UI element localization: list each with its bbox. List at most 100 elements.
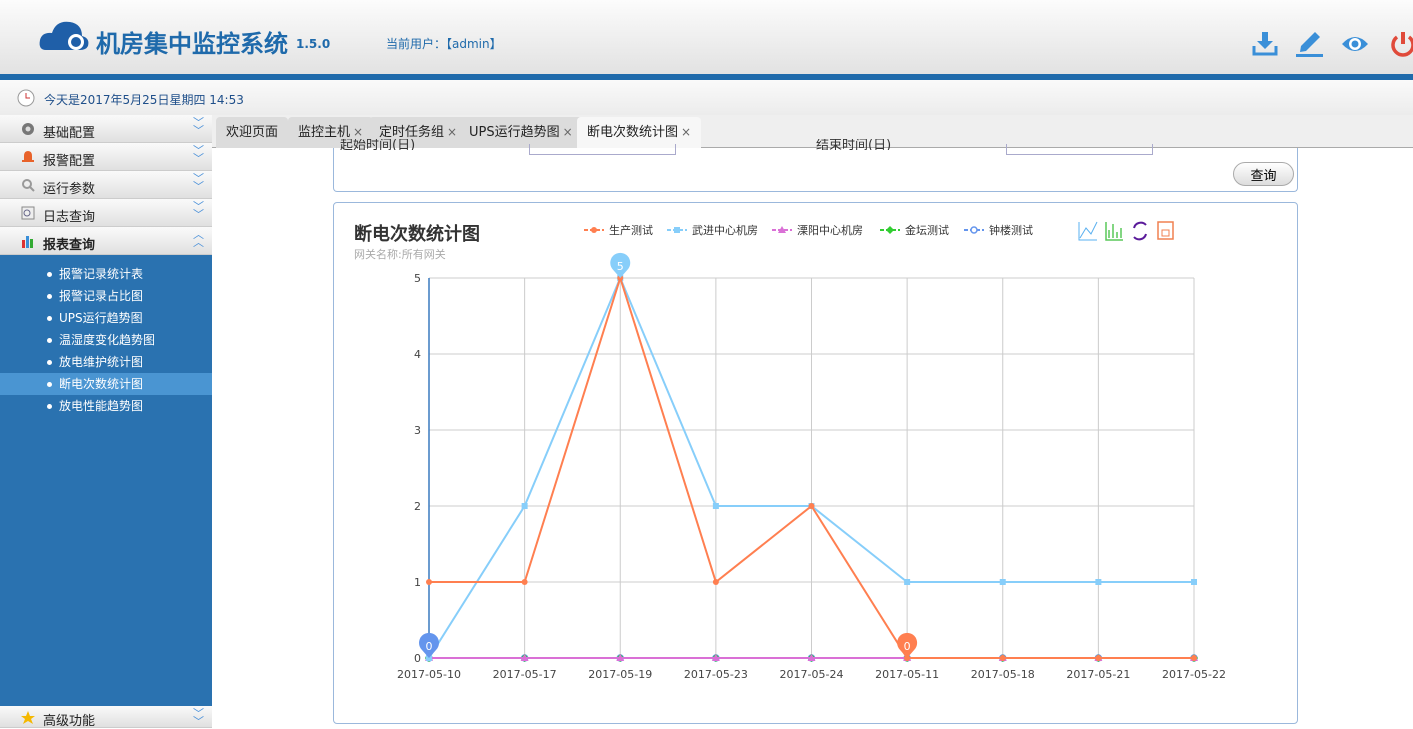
- sidebar: 基础配置 ﹀ ﹀ 报警配置 ﹀ ﹀ 运行参数 ﹀ ﹀ 日志查询 ﹀ ﹀ 报表查询 ︿ ︿ 报警记录统…: [0, 115, 212, 729]
- x-tick-label: 2017-05-24: [780, 668, 844, 681]
- tab-monitor-host[interactable]: 监控主机 ×: [288, 117, 374, 148]
- legend-marker: [970, 226, 978, 234]
- gear-icon: [22, 123, 34, 135]
- data-point: [712, 579, 719, 585]
- tab-scheduled-tasks[interactable]: 定时任务组 ×: [369, 117, 468, 148]
- download-icon[interactable]: [1251, 30, 1279, 58]
- mark-point-label: 0: [426, 640, 433, 653]
- chevron-down-icon: ﹀ ﹀: [193, 172, 204, 193]
- start-date-input[interactable]: [529, 144, 676, 155]
- cloud-logo-icon: [39, 21, 89, 50]
- save-icon[interactable]: [1157, 221, 1174, 240]
- submenu-item[interactable]: 放电维护统计图: [0, 351, 212, 373]
- query-button[interactable]: 查询: [1233, 162, 1294, 186]
- submenu-item[interactable]: 报警记录占比图: [0, 285, 212, 307]
- line-chart-icon[interactable]: [1078, 221, 1098, 241]
- legend-marker: [591, 227, 597, 233]
- tab-ups-trend[interactable]: UPS运行趋势图 ×: [459, 117, 583, 148]
- chart-title: 断电次数统计图: [354, 223, 480, 245]
- refresh-icon[interactable]: [1133, 221, 1147, 241]
- menu-advanced[interactable]: 高级功能 ﹀ ﹀: [0, 706, 212, 729]
- submenu-item[interactable]: 放电性能趋势图: [0, 395, 212, 417]
- tab-label: 定时任务组: [379, 125, 445, 140]
- menu-label: 运行参数: [43, 182, 96, 197]
- data-point: [1095, 579, 1102, 585]
- x-tick-label: 2017-05-11: [875, 668, 939, 681]
- close-icon[interactable]: ×: [681, 125, 692, 139]
- submenu-item-active[interactable]: 断电次数统计图: [0, 373, 212, 395]
- menu-basic-config[interactable]: 基础配置 ﹀ ﹀: [0, 115, 212, 143]
- data-point: [712, 503, 719, 509]
- menu-report-query[interactable]: 报表查询 ︿ ︿: [0, 227, 212, 255]
- legend-marker: [674, 227, 680, 233]
- legend-label: 金坛测试: [905, 223, 949, 237]
- app-version: 1.5.0: [296, 37, 331, 51]
- y-tick-label: 4: [414, 348, 421, 361]
- menu-run-params[interactable]: 运行参数 ﹀ ﹀: [0, 171, 212, 199]
- data-point: [711, 654, 720, 661]
- submenu-item[interactable]: UPS运行趋势图: [0, 307, 212, 329]
- header-divider: [0, 74, 1413, 80]
- x-tick-label: 2017-05-22: [1162, 668, 1226, 681]
- y-tick-label: 0: [414, 652, 421, 665]
- tab-outage-stats[interactable]: 断电次数统计图 ×: [577, 117, 702, 148]
- menu-log-query[interactable]: 日志查询 ﹀ ﹀: [0, 199, 212, 227]
- current-user: 当前用户：【admin】: [386, 37, 502, 51]
- y-tick-label: 2: [414, 500, 421, 513]
- close-icon[interactable]: ×: [562, 125, 573, 139]
- x-tick-label: 2017-05-18: [971, 668, 1035, 681]
- menu-alarm-config[interactable]: 报警配置 ﹀ ﹀: [0, 143, 212, 171]
- clock-icon: [17, 89, 35, 107]
- date-bar: 今天是2017年5月25日星期四 14:53: [0, 80, 1413, 115]
- menu-label: 报警配置: [43, 154, 96, 169]
- tab-bar: 欢迎页面 监控主机 × 定时任务组 × UPS运行趋势图 × 断电次数统计图 ×: [212, 115, 1413, 148]
- app-title: 机房集中监控系统: [96, 30, 288, 58]
- legend-marker: [778, 226, 786, 233]
- data-point: [521, 503, 528, 509]
- legend-label: 溧阳中心机房: [797, 223, 863, 237]
- legend-label: 武进中心机房: [692, 223, 758, 237]
- bell-icon: [22, 151, 34, 162]
- close-icon[interactable]: ×: [353, 125, 364, 139]
- mark-point-label: 5: [617, 260, 624, 273]
- chevron-down-icon: ﹀ ﹀: [193, 116, 204, 137]
- chevron-down-icon: ﹀ ﹀: [193, 144, 204, 165]
- chart-toolbox: [1078, 221, 1174, 241]
- legend-label: 生产测试: [609, 223, 653, 237]
- tab-label: 断电次数统计图: [587, 125, 679, 140]
- search-icon: [22, 179, 35, 192]
- data-point: [1191, 655, 1197, 661]
- chevron-down-icon: ﹀ ﹀: [193, 707, 204, 728]
- bar-chart-icon[interactable]: [1105, 222, 1123, 241]
- tab-welcome[interactable]: 欢迎页面: [216, 117, 289, 148]
- header: 机房集中监控系统 1.5.0 当前用户：【admin】: [0, 0, 1413, 74]
- data-point: [520, 654, 529, 661]
- log-icon: [21, 206, 35, 220]
- chart-subtitle: 网关名称:所有网关: [354, 247, 446, 261]
- end-date-label: 结束时间(日): [816, 139, 892, 150]
- data-point: [807, 654, 816, 661]
- tab-label: 欢迎页面: [226, 125, 279, 140]
- data-point: [426, 579, 432, 585]
- x-tick-label: 2017-05-23: [684, 668, 748, 681]
- submenu-item[interactable]: 温湿度变化趋势图: [0, 329, 212, 351]
- tab-label: UPS运行趋势图: [469, 125, 560, 140]
- legend-marker: [886, 226, 894, 234]
- close-icon[interactable]: ×: [447, 125, 458, 139]
- submenu-item[interactable]: 报警记录统计表: [0, 263, 212, 285]
- eye-icon[interactable]: [1341, 30, 1369, 58]
- star-icon: [21, 711, 35, 724]
- x-tick-label: 2017-05-21: [1066, 668, 1130, 681]
- mark-point-pin: [419, 632, 440, 658]
- menu-label: 高级功能: [43, 714, 96, 729]
- data-point: [808, 503, 815, 509]
- mark-point-pin: [610, 252, 631, 278]
- start-date-label: 起始时间(日): [340, 139, 416, 150]
- edit-icon[interactable]: [1295, 30, 1323, 58]
- x-tick-label: 2017-05-19: [588, 668, 652, 681]
- x-tick-label: 2017-05-10: [397, 668, 461, 681]
- end-date-input[interactable]: [1006, 144, 1153, 155]
- y-tick-label: 5: [414, 272, 421, 285]
- data-point: [616, 654, 625, 661]
